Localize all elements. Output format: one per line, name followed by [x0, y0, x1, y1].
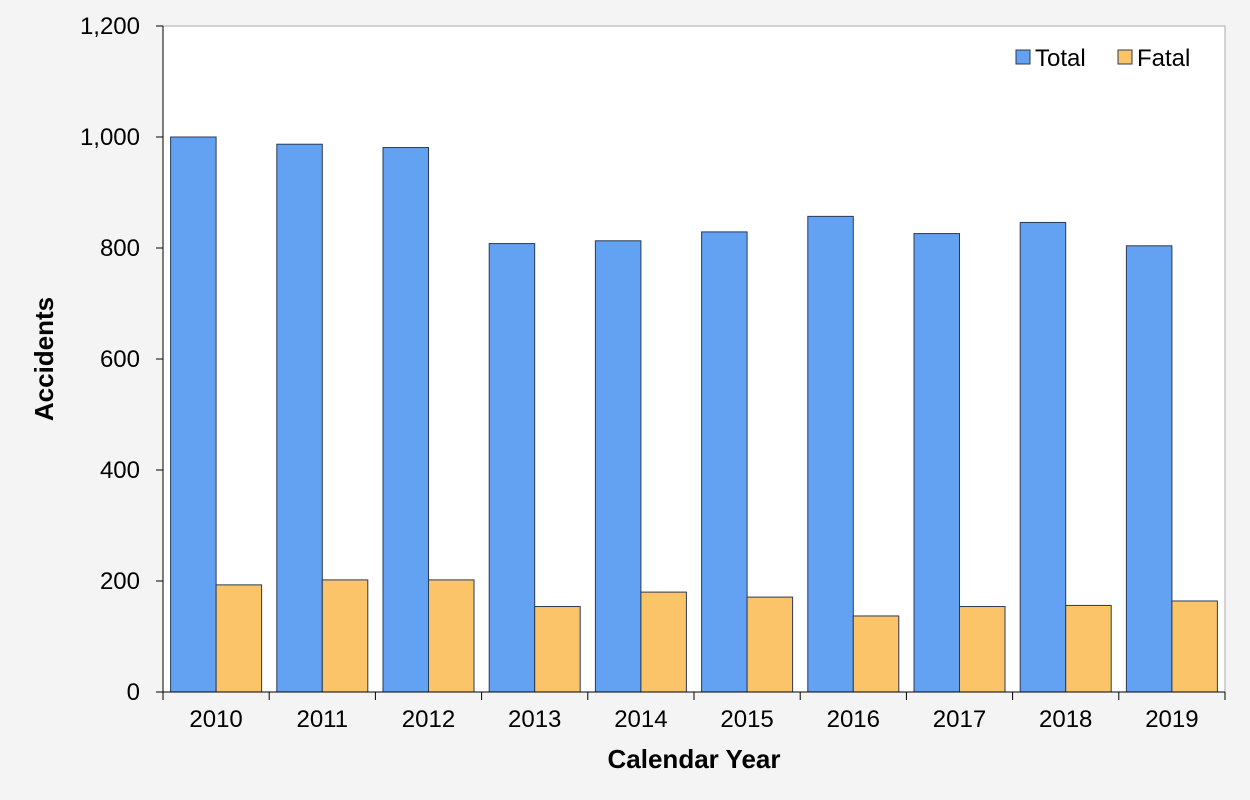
- bar-total-2010: [170, 136, 217, 693]
- legend: Total Fatal: [1015, 45, 1190, 72]
- bar-total-2018: [1019, 221, 1067, 693]
- y-tick-label: 1,200: [80, 13, 140, 40]
- bar-total-2015: [701, 231, 748, 693]
- bar-total-2011: [276, 143, 323, 693]
- bar-total-2013: [488, 243, 536, 693]
- bar-fatal-2011: [321, 579, 369, 693]
- legend-label-total: Total: [1035, 45, 1086, 72]
- y-tick-label: 0: [127, 679, 140, 706]
- legend-label-fatal: Fatal: [1137, 45, 1190, 72]
- bar-fatal-2017: [959, 606, 1006, 693]
- x-tick-label: 2014: [614, 706, 667, 733]
- bar-total-2017: [913, 233, 960, 693]
- x-axis: 2010 2011 2012 2013 2014 2015 2016 2017 2018 2019: [162, 691, 1226, 733]
- y-axis: 0 200 400 600 800 1,000 1,200: [80, 13, 164, 706]
- bar-fatal-2013: [534, 606, 581, 693]
- x-tick-label: 2010: [189, 706, 242, 733]
- bars-group: [170, 136, 1218, 693]
- bar-fatal-2012: [428, 579, 475, 693]
- x-tick-label: 2019: [1145, 706, 1198, 733]
- x-tick-label: 2017: [933, 706, 986, 733]
- y-tick-label: 1,000: [80, 124, 140, 151]
- bar-total-2014: [594, 240, 642, 693]
- y-axis-title: Accidents: [29, 297, 59, 421]
- bar-fatal-2019: [1171, 600, 1218, 693]
- y-tick-label: 600: [100, 346, 140, 373]
- bar-total-2019: [1125, 245, 1173, 693]
- x-tick-label: 2015: [720, 706, 773, 733]
- bar-fatal-2015: [746, 596, 794, 693]
- x-tick-label: 2012: [402, 706, 455, 733]
- bar-total-2016: [807, 215, 854, 693]
- x-axis-title: Calendar Year: [608, 744, 781, 774]
- bar-total-2012: [382, 147, 429, 693]
- x-tick-label: 2016: [827, 706, 880, 733]
- y-tick-label: 400: [100, 457, 140, 484]
- legend-swatch-total: [1015, 49, 1031, 65]
- bar-fatal-2018: [1065, 604, 1112, 693]
- bar-fatal-2014: [640, 591, 687, 693]
- x-tick-label: 2018: [1039, 706, 1092, 733]
- bar-fatal-2010: [215, 584, 263, 693]
- bar-fatal-2016: [852, 615, 900, 693]
- y-tick-label: 200: [100, 568, 140, 595]
- x-tick-label: 2013: [508, 706, 561, 733]
- y-tick-label: 800: [100, 235, 140, 262]
- x-tick-label: 2011: [296, 706, 348, 733]
- legend-swatch-fatal: [1117, 49, 1133, 65]
